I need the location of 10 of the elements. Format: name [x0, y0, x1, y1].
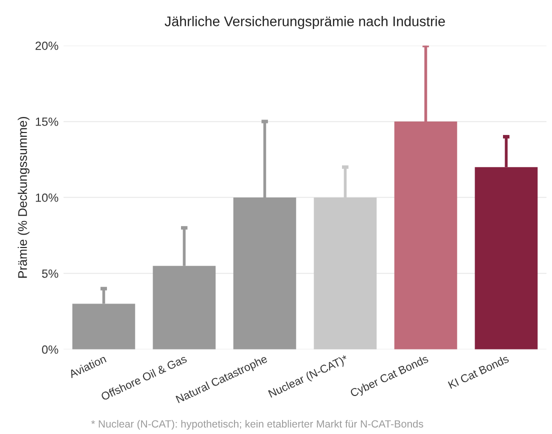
text: * Nuclear (N-CAT): hypothetisch; kein etablierter Markt für N-CAT-Bonds	[91, 420, 424, 430]
y-tick-label: 10%	[36, 194, 58, 202]
y-tick-label: 5%	[42, 270, 58, 278]
y-tick-label: 20%	[36, 42, 58, 50]
x-tick-label: Cyber Cat Bonds	[350, 354, 430, 400]
x-tick-label: KI Cat Bonds	[448, 354, 510, 389]
y-tick-label: 0%	[42, 345, 58, 354]
chart-title: Jährliche Versicherungsprämie nach Industrie	[164, 16, 445, 30]
y-tick-label: 15%	[36, 118, 58, 126]
y-axis-title: Prämie (% Deckungssumme)	[18, 116, 30, 278]
